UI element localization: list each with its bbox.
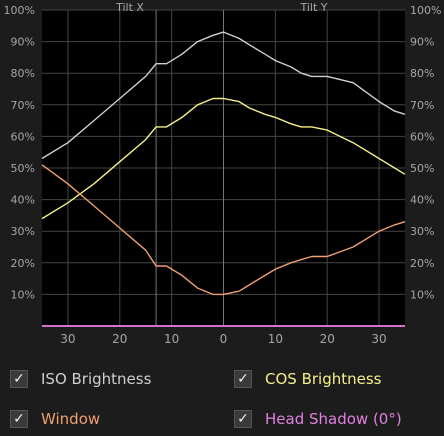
head-shadow-checkbox[interactable]: ✓ [234,410,252,428]
checkmark-icon: ✓ [13,411,25,427]
y-tick-label-right: 30% [410,225,434,238]
x-tick-label: 10 [164,332,179,346]
y-tick-label-right: 90% [410,36,434,49]
legend-item-cos-brightness[interactable]: ✓ COS Brightness [234,370,381,388]
legend-item-iso-brightness[interactable]: ✓ ISO Brightness [10,370,151,388]
x-tick-label: 10 [268,332,283,346]
tilt-x-label: Tilt X [115,1,144,14]
window-label: Window [41,409,101,428]
y-tick-label-right: 50% [410,162,434,175]
brightness-chart: 10% 10% 20% 20% 30% 30% 40% 40% 50% 50% 60% 60% 70% 7… [4,1,442,346]
y-tick-label-left: 70% [11,99,35,112]
y-tick-label-left: 30% [11,225,35,238]
y-tick-label-right: 10% [410,288,434,301]
tilt-y-label: Tilt Y [299,1,327,14]
y-tick-label-right: 100% [410,4,441,17]
y-tick-label-right: 40% [410,194,434,207]
iso-brightness-checkbox[interactable]: ✓ [10,370,28,388]
y-tick-label-left: 20% [11,257,35,270]
checkmark-icon: ✓ [237,411,249,427]
x-tick-label: 20 [320,332,335,346]
window-checkbox[interactable]: ✓ [10,410,28,428]
y-tick-label-right: 80% [410,67,434,80]
x-tick-label: 30 [371,332,386,346]
iso-brightness-label: ISO Brightness [41,369,152,388]
y-tick-label-left: 40% [11,194,35,207]
y-tick-label-left: 80% [11,67,35,80]
y-tick-label-left: 50% [11,162,35,175]
y-tick-label-left: 90% [11,36,35,49]
legend: ✓ ISO Brightness ✓ COS Brightness ✓ Wind… [0,360,444,436]
y-tick-label-right: 70% [410,99,434,112]
y-tick-label-left: 60% [11,130,35,143]
legend-item-head-shadow[interactable]: ✓ Head Shadow (0°) [234,410,402,428]
series-line-1 [41,97,406,220]
cos-brightness-checkbox[interactable]: ✓ [234,370,252,388]
series-line-2 [41,164,406,296]
legend-item-window[interactable]: ✓ Window [10,410,100,428]
cos-brightness-label: COS Brightness [265,369,382,388]
x-tick-label: 20 [112,332,127,346]
y-tick-label-right: 60% [410,130,434,143]
checkmark-icon: ✓ [13,371,25,387]
x-tick-label: 30 [60,332,75,346]
y-tick-label-left: 10% [11,288,35,301]
x-tick-label: 0 [220,332,228,346]
checkmark-icon: ✓ [237,371,249,387]
series-line-0 [41,31,406,160]
y-tick-label-left: 100% [4,4,35,17]
y-tick-label-right: 20% [410,257,434,270]
head-shadow-label: Head Shadow (0°) [265,409,402,428]
